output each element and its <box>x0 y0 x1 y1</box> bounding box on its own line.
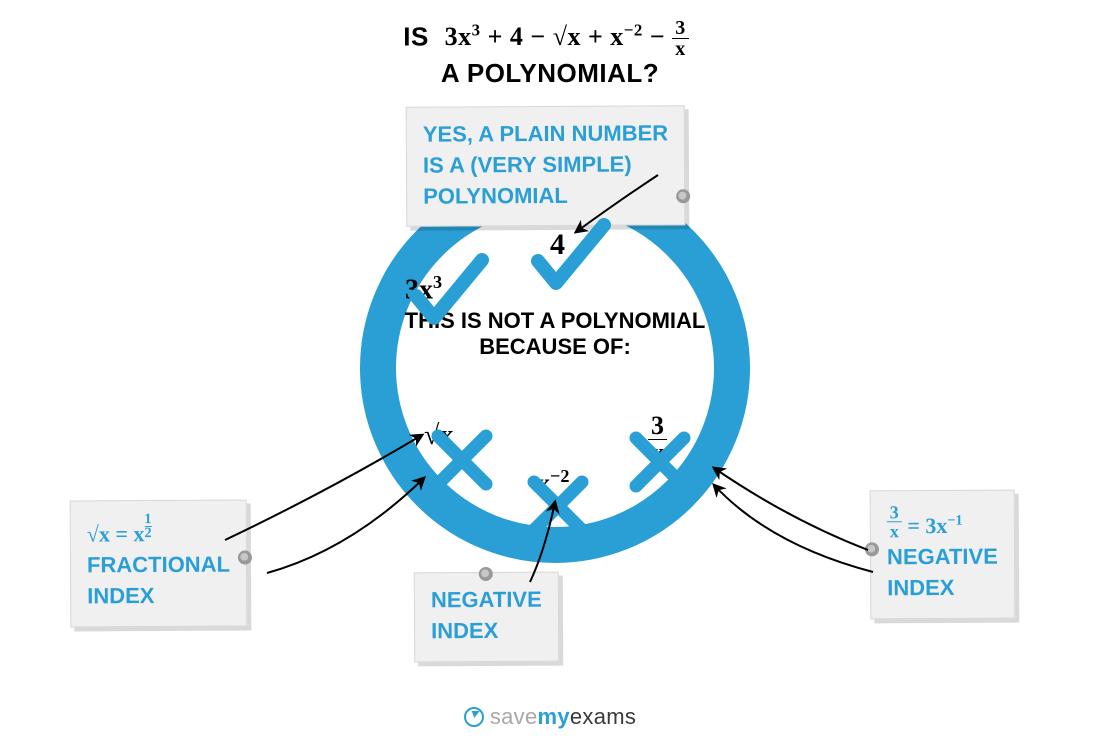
title-expression: 3x3 + 4 − √x + x−2 − 3x <box>445 22 689 51</box>
brand-logo: savemyexams <box>0 704 1100 730</box>
note-neg2-l3: INDEX <box>887 573 998 604</box>
logo-word-exams: exams <box>570 704 636 729</box>
note-plain-l1: YES, A PLAIN NUMBER <box>423 118 668 150</box>
note-frac-l3: INDEX <box>87 580 230 612</box>
note-fractional-index: √x = x12 FRACTIONAL INDEX <box>70 500 248 627</box>
note-plain-l2: IS A (VERY SIMPLE) <box>423 149 668 181</box>
title-is: IS <box>403 21 429 51</box>
item-3-over-x: 3x <box>648 413 667 468</box>
note-neg1-l2: INDEX <box>431 616 542 647</box>
polynomial-diagram: IS 3x3 + 4 − √x + x−2 − 3x A POLYNOMIAL?… <box>0 0 1100 746</box>
note-frac-l2: FRACTIONAL <box>87 550 230 582</box>
note-plain-l3: POLYNOMIAL <box>423 180 668 212</box>
title-line-2: A POLYNOMIAL? <box>0 58 1100 89</box>
note-plain-number: YES, A PLAIN NUMBER IS A (VERY SIMPLE) P… <box>406 105 686 227</box>
item-3x3: 3x3 <box>405 272 442 306</box>
note-negative-index-right: 3x = 3x−1 NEGATIVE INDEX <box>870 490 1015 619</box>
bolt-icon <box>464 707 484 727</box>
center-line-1: THIS IS NOT A POLYNOMIAL <box>360 308 750 334</box>
note-frac-expr: √x = x12 <box>87 513 230 551</box>
item-x-neg2: x−2 <box>536 466 569 500</box>
note-neg1-l1: NEGATIVE <box>431 585 542 616</box>
item-sqrt-x: √x <box>424 420 453 452</box>
note-negative-index-center: NEGATIVE INDEX <box>414 572 559 662</box>
logo-word-my: my <box>537 704 569 729</box>
note-neg2-l2: NEGATIVE <box>887 542 998 573</box>
logo-word-save: save <box>490 704 538 729</box>
note-neg2-expr: 3x = 3x−1 <box>887 503 998 543</box>
item-4: 4 <box>550 228 565 262</box>
center-line-2: BECAUSE OF: <box>360 334 750 360</box>
title-line-1: IS 3x3 + 4 − √x + x−2 − 3x <box>0 18 1100 61</box>
center-text: THIS IS NOT A POLYNOMIAL BECAUSE OF: <box>360 308 750 360</box>
